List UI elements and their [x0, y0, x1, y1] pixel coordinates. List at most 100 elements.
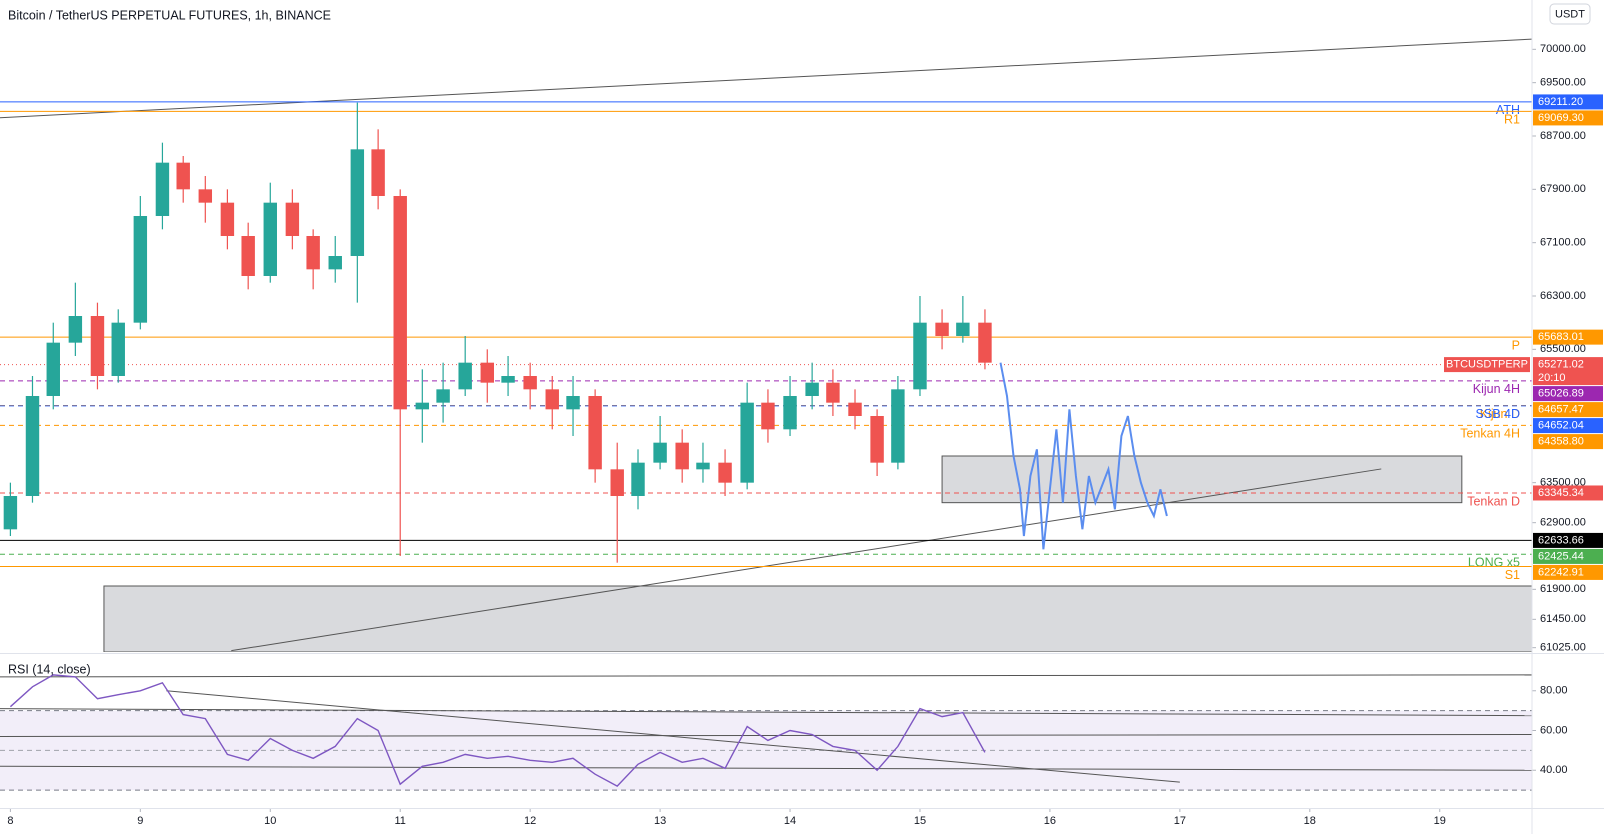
candle-body	[306, 236, 320, 270]
x-tick-label: 13	[654, 815, 666, 827]
y-tick-label: 61025.00	[1540, 642, 1586, 654]
candle-body	[610, 469, 624, 496]
countdown: 20:10	[1538, 372, 1566, 384]
price-label-box	[1533, 418, 1603, 434]
price-label: 62425.44	[1538, 550, 1584, 562]
y-tick-label: 68700.00	[1540, 130, 1586, 142]
candle-body	[891, 389, 905, 463]
x-tick-label: 11	[395, 815, 406, 827]
level-name: Kijun 4H	[1473, 382, 1520, 396]
price-label: 64657.47	[1538, 404, 1584, 416]
rsi-pane	[0, 674, 1532, 791]
trendline	[231, 468, 1382, 652]
candle-body	[155, 162, 170, 216]
candle-body	[935, 322, 949, 336]
candle-body	[566, 396, 580, 410]
rsi-trendline	[0, 708, 1532, 717]
level-name: SSB 4D	[1476, 407, 1520, 421]
candle-body	[350, 149, 365, 256]
candle-body	[826, 382, 840, 403]
price-label: 65026.89	[1538, 388, 1584, 400]
x-tick-label: 10	[264, 815, 276, 827]
price-label: 65683.01	[1538, 331, 1584, 343]
price-label: 62633.66	[1538, 534, 1584, 546]
candle-body	[480, 362, 494, 383]
candle-body	[111, 322, 125, 376]
y-tick-label: 65500.00	[1540, 343, 1586, 355]
symbol-box	[1444, 357, 1530, 373]
candle-body	[805, 382, 819, 396]
rsi-trendline	[0, 674, 1532, 678]
level-name: ATH	[1496, 103, 1520, 117]
y-tick-label: 69500.00	[1540, 77, 1586, 89]
candle-body	[588, 396, 602, 470]
rsi-title: RSI (14, close)	[8, 662, 91, 676]
rsi-y-tick-label: 60.00	[1540, 724, 1568, 736]
candle-body	[956, 322, 970, 336]
candle-body	[198, 189, 213, 203]
candle-body	[25, 396, 40, 496]
currency-button[interactable]	[1549, 3, 1591, 25]
candle-body	[761, 402, 775, 430]
candle-body	[523, 376, 537, 390]
rsi-trendline	[166, 690, 1180, 783]
candle-body	[696, 462, 710, 470]
candle-body	[913, 322, 927, 390]
price-label-box	[1533, 434, 1603, 450]
price-label: 64358.80	[1538, 436, 1584, 448]
price-label-box	[1533, 94, 1603, 110]
x-tick-label: 19	[1434, 815, 1446, 827]
price-label-box	[1533, 402, 1603, 418]
level-name: Tenkan D	[1467, 494, 1520, 508]
candle-body	[68, 316, 83, 343]
candle-body	[46, 342, 60, 396]
price-label: 69211.20	[1538, 96, 1583, 108]
candle-body	[436, 389, 450, 403]
price-label-box	[1533, 532, 1603, 548]
level-name: Tenkan 4H	[1460, 427, 1520, 441]
candle-body	[978, 322, 992, 363]
y-tick-label: 67100.00	[1540, 237, 1586, 249]
candle-body	[675, 442, 689, 470]
candle-body	[718, 462, 732, 483]
candle-body	[371, 149, 385, 196]
chart-title: Bitcoin / TetherUS PERPETUAL FUTURES, 1h…	[8, 8, 331, 22]
candle-body	[415, 402, 430, 410]
x-tick-label: 16	[1044, 815, 1056, 827]
candle-body	[285, 202, 300, 236]
candle-body	[90, 316, 105, 376]
price-label-box	[1533, 485, 1603, 501]
candle-body	[3, 496, 18, 530]
candle-body	[783, 396, 797, 430]
rsi-y-tick-label: 80.00	[1540, 685, 1568, 697]
x-tick-label: 14	[784, 815, 796, 827]
price-label-box	[1533, 357, 1603, 386]
candle-body	[501, 376, 515, 383]
x-tick-label: 12	[524, 815, 536, 827]
candle-body	[176, 162, 190, 190]
currency-label[interactable]: USDT	[1555, 8, 1585, 20]
price-label: 62242.91	[1538, 566, 1584, 578]
price-label: 69069.30	[1538, 112, 1584, 124]
y-tick-label: 66300.00	[1540, 290, 1586, 302]
candle-body	[220, 202, 235, 236]
price-label-box	[1533, 110, 1603, 126]
price-label: 63345.34	[1538, 487, 1584, 499]
candle-body	[848, 402, 862, 416]
candle-body	[241, 236, 255, 276]
y-tick-label: 67900.00	[1540, 183, 1586, 195]
price-label-box	[1533, 329, 1603, 345]
candle-body	[458, 362, 472, 390]
axes: 70000.00 69500.00 68700.00 67900.00 67100.00…	[7, 43, 1603, 827]
price-label: 64652.04	[1538, 420, 1584, 432]
projection-line	[999, 362, 1168, 550]
price-label: 65271.02	[1538, 359, 1584, 371]
symbol-label: BTCUSDTPERP	[1446, 359, 1528, 371]
x-tick-label: 17	[1174, 815, 1186, 827]
level-name: Kijun D	[1480, 407, 1520, 421]
trendline	[0, 38, 1532, 119]
price-label-box	[1533, 564, 1603, 580]
price-label-box	[1533, 548, 1603, 564]
